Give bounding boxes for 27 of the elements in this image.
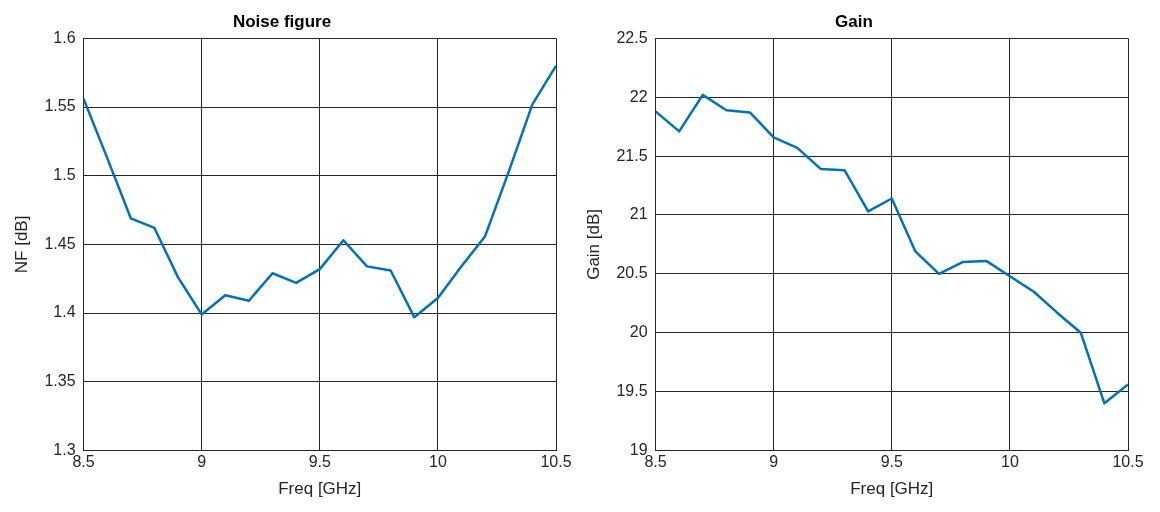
- y-axis-title: Gain [dB]: [583, 208, 603, 280]
- x-axis-title: Freq [GHz]: [278, 479, 362, 499]
- x-tick-label: 10.5: [1112, 453, 1144, 471]
- x-tick-label: 10.5: [540, 453, 572, 471]
- x-tick-label: 9: [769, 453, 779, 471]
- y-tick-label: 19.5: [616, 381, 648, 399]
- x-axis-title: Freq [GHz]: [850, 479, 934, 499]
- y-tick-label: 1.35: [44, 372, 76, 390]
- y-tick-label: 20: [629, 323, 648, 341]
- chart-title: Noise figure: [232, 11, 332, 31]
- x-tick-label: 10: [1000, 453, 1019, 471]
- y-tick-label: 1.45: [44, 234, 76, 252]
- y-tick-label: 22: [629, 87, 648, 105]
- y-tick-label: 21: [629, 205, 648, 223]
- y-tick-label: 1.5: [53, 166, 76, 184]
- x-tick-label: 9: [197, 453, 207, 471]
- y-tick-label: 1.6: [53, 28, 76, 46]
- x-tick-label: 9.5: [880, 453, 903, 471]
- y-tick-label: 21.5: [616, 146, 648, 164]
- chart-title: Gain: [835, 11, 873, 31]
- y-tick-label: 1.4: [53, 303, 76, 321]
- y-axis-title: NF [dB]: [11, 215, 31, 274]
- y-tick-label: 1.55: [44, 97, 76, 115]
- y-tick-label: 22.5: [616, 28, 648, 46]
- y-tick-label: 20.5: [616, 264, 648, 282]
- x-tick-label: 10: [428, 453, 447, 471]
- x-tick-label: 9.5: [308, 453, 331, 471]
